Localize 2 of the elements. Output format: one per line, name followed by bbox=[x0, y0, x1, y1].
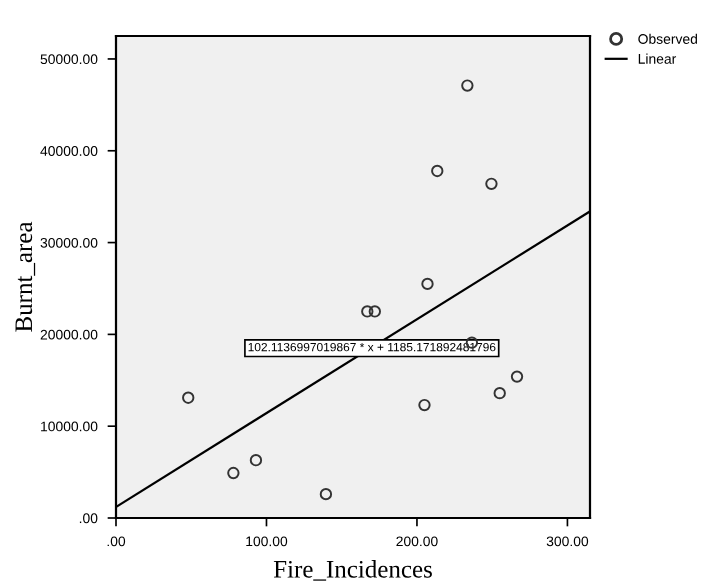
x-axis-title: Fire_Incidences bbox=[273, 560, 432, 581]
y-axis-title: Burnt_area bbox=[15, 221, 36, 332]
